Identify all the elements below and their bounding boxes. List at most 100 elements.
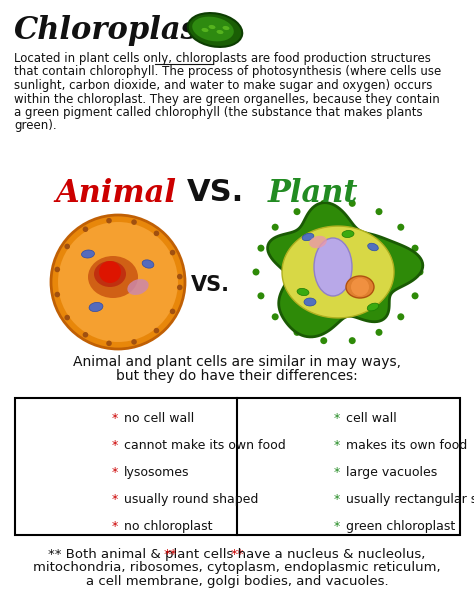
Text: VS.: VS. <box>187 178 244 207</box>
Circle shape <box>411 292 419 299</box>
Circle shape <box>257 245 264 252</box>
Text: within the chloroplast. They are green organelles, because they contain: within the chloroplast. They are green o… <box>14 93 440 105</box>
Text: no cell wall: no cell wall <box>124 412 194 425</box>
Circle shape <box>397 224 404 230</box>
Ellipse shape <box>209 25 216 29</box>
Text: Animal: Animal <box>55 178 176 209</box>
Text: large vacuoles: large vacuoles <box>346 466 438 479</box>
Circle shape <box>257 292 264 299</box>
Text: *: * <box>112 412 122 425</box>
Circle shape <box>154 328 159 333</box>
Ellipse shape <box>309 236 327 248</box>
Ellipse shape <box>128 279 149 295</box>
Text: *: * <box>334 439 345 452</box>
Text: cell wall: cell wall <box>346 412 397 425</box>
Polygon shape <box>282 226 394 318</box>
Circle shape <box>375 208 383 215</box>
Text: but they do have their differences:: but they do have their differences: <box>116 369 358 383</box>
Circle shape <box>106 341 112 346</box>
Circle shape <box>64 243 70 249</box>
Ellipse shape <box>188 13 242 47</box>
Circle shape <box>272 313 279 321</box>
Text: a cell membrane, golgi bodies, and vacuoles.: a cell membrane, golgi bodies, and vacuo… <box>86 575 388 588</box>
Ellipse shape <box>314 238 352 296</box>
Text: a green pigment called chlorophyll (the substance that makes plants: a green pigment called chlorophyll (the … <box>14 106 423 119</box>
Text: Chloroplasts: Chloroplasts <box>14 15 230 46</box>
Circle shape <box>106 218 112 224</box>
Ellipse shape <box>94 261 126 287</box>
Text: Plant: Plant <box>268 178 358 209</box>
Bar <box>15 398 460 535</box>
Circle shape <box>375 329 383 336</box>
Text: *: * <box>112 520 122 533</box>
Circle shape <box>131 339 137 345</box>
Circle shape <box>320 200 327 207</box>
Circle shape <box>177 284 182 290</box>
Ellipse shape <box>217 30 223 34</box>
Text: *: * <box>112 493 122 506</box>
Circle shape <box>351 278 369 296</box>
Circle shape <box>82 226 88 232</box>
Ellipse shape <box>297 288 309 295</box>
Ellipse shape <box>88 256 138 298</box>
Text: usually round shaped: usually round shaped <box>124 493 258 506</box>
Circle shape <box>253 268 259 275</box>
Circle shape <box>411 245 419 252</box>
Ellipse shape <box>342 230 354 237</box>
Circle shape <box>55 267 60 272</box>
Text: *: * <box>334 412 345 425</box>
Text: *: * <box>334 493 345 506</box>
Circle shape <box>131 219 137 225</box>
Text: Animal and plant cells are similar in may ways,: Animal and plant cells are similar in ma… <box>73 355 401 369</box>
Ellipse shape <box>192 17 234 41</box>
Circle shape <box>51 215 185 349</box>
Circle shape <box>177 274 182 280</box>
Text: *: * <box>112 466 122 479</box>
Text: Located in plant cells only, chloroplasts are food production structures: Located in plant cells only, chloroplast… <box>14 52 431 65</box>
Ellipse shape <box>142 260 154 268</box>
Circle shape <box>170 308 175 314</box>
Text: *: * <box>334 520 345 533</box>
Text: makes its own food: makes its own food <box>346 439 468 452</box>
Circle shape <box>349 200 356 207</box>
Text: green chloroplast: green chloroplast <box>346 520 456 533</box>
Ellipse shape <box>368 243 378 251</box>
Circle shape <box>64 314 70 321</box>
Text: cannot make its own food: cannot make its own food <box>124 439 286 452</box>
Circle shape <box>397 313 404 321</box>
Text: *: * <box>112 439 122 452</box>
Circle shape <box>417 268 423 275</box>
Text: that contain chlorophyll. The process of photosynthesis (where cells use: that contain chlorophyll. The process of… <box>14 66 441 78</box>
Circle shape <box>58 222 178 342</box>
Text: usually rectangular shaped: usually rectangular shaped <box>346 493 474 506</box>
Text: mitochondria, ribosomes, cytoplasm, endoplasmic reticulum,: mitochondria, ribosomes, cytoplasm, endo… <box>33 562 441 574</box>
Text: *: * <box>334 466 345 479</box>
Circle shape <box>99 261 121 283</box>
Circle shape <box>320 337 327 344</box>
Ellipse shape <box>89 302 103 311</box>
Text: ** Both animal & plant cells have a nucleus & nucleolus,: ** Both animal & plant cells have a nucl… <box>48 548 426 561</box>
Polygon shape <box>268 203 423 337</box>
Ellipse shape <box>201 28 209 32</box>
Ellipse shape <box>302 234 314 241</box>
Ellipse shape <box>304 298 316 306</box>
Ellipse shape <box>82 250 94 258</box>
Text: VS.: VS. <box>191 275 229 295</box>
Text: lysosomes: lysosomes <box>124 466 190 479</box>
Circle shape <box>170 249 175 256</box>
Circle shape <box>293 329 301 336</box>
Ellipse shape <box>367 303 379 311</box>
Text: sunlight, carbon dioxide, and water to make sugar and oxygen) occurs: sunlight, carbon dioxide, and water to m… <box>14 79 432 92</box>
Circle shape <box>349 337 356 344</box>
Circle shape <box>55 292 60 297</box>
Ellipse shape <box>222 26 229 30</box>
Circle shape <box>154 230 159 236</box>
Text: **: ** <box>164 548 177 561</box>
Ellipse shape <box>346 276 374 298</box>
Text: green).: green). <box>14 120 56 132</box>
Circle shape <box>272 224 279 230</box>
Text: **: ** <box>230 548 244 561</box>
Circle shape <box>82 332 88 338</box>
Text: no chloroplast: no chloroplast <box>124 520 212 533</box>
Circle shape <box>293 208 301 215</box>
